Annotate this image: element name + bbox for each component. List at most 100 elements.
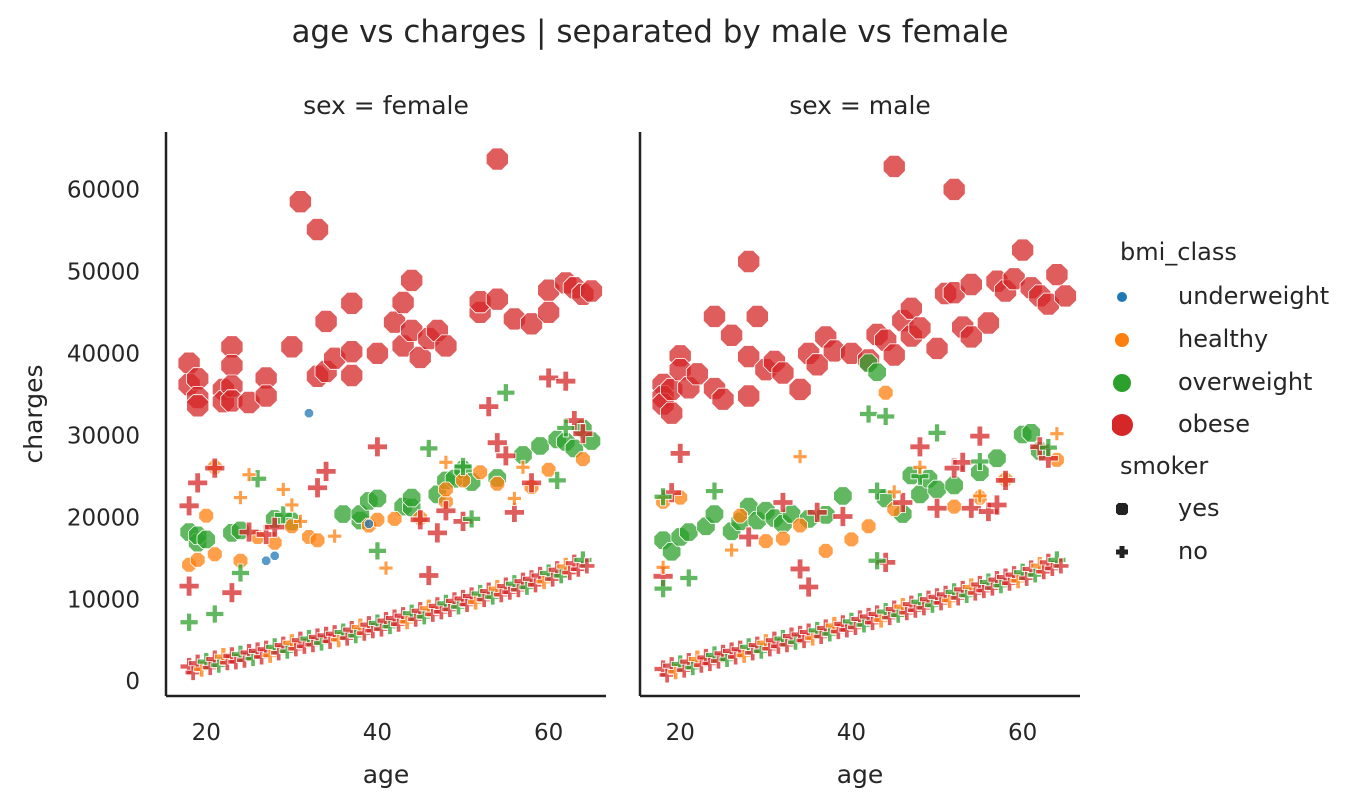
- legend-label-underweight: underweight: [1178, 282, 1330, 310]
- y-tick-label: 0: [125, 669, 140, 695]
- point-obese-nonsmoker: [995, 470, 1016, 491]
- point-healthy-nonsmoker: [912, 459, 928, 475]
- point-overweight-smoker: [944, 475, 964, 496]
- markers: [651, 154, 1077, 684]
- legend: bmi_class underweight healthy overweight…: [1112, 232, 1352, 582]
- point-obese-smoker: [822, 339, 846, 363]
- point-obese-nonsmoker: [221, 582, 243, 604]
- point-obese-smoker: [1011, 238, 1035, 262]
- point-obese-nonsmoker: [367, 436, 388, 458]
- point-obese-smoker: [485, 287, 509, 311]
- point-healthy-nonsmoker: [507, 491, 522, 506]
- point-overweight-smoker: [1021, 423, 1041, 443]
- point-healthy-smoker: [732, 507, 748, 524]
- point-overweight-nonsmoker: [368, 541, 387, 561]
- panel-title: sex = male: [789, 91, 931, 120]
- point-healthy-nonsmoker: [1049, 426, 1065, 442]
- point-obese-nonsmoker: [264, 516, 286, 538]
- point-obese-smoker: [485, 147, 509, 171]
- point-overweight-nonsmoker: [1038, 438, 1058, 458]
- point-obese-smoker: [1045, 263, 1069, 287]
- point-obese-smoker: [391, 290, 415, 315]
- point-obese-smoker: [737, 249, 761, 274]
- legend-item-obese: obese: [1112, 408, 1352, 444]
- point-obese-smoker: [976, 311, 1000, 335]
- point-overweight-nonsmoker: [970, 452, 990, 471]
- point-healthy-nonsmoker: [233, 490, 248, 506]
- point-overweight-nonsmoker: [910, 466, 930, 486]
- point-obese-nonsmoker: [409, 509, 431, 531]
- legend-item-healthy: healthy: [1112, 323, 1352, 359]
- point-overweight-nonsmoker: [876, 407, 896, 426]
- point-obese-smoker: [959, 272, 983, 297]
- point-obese-smoker: [502, 307, 526, 331]
- x-tick-label: 20: [192, 720, 221, 746]
- point-overweight-nonsmoker: [653, 487, 673, 507]
- point-healthy-smoker: [818, 543, 834, 559]
- point-obese-smoker: [882, 154, 906, 178]
- point-obese-smoker: [434, 334, 458, 358]
- x-tick-label: 40: [363, 720, 392, 746]
- y-tick-label: 30000: [67, 423, 140, 449]
- point-obese-smoker: [340, 340, 364, 364]
- point-overweight-nonsmoker: [867, 551, 887, 571]
- point-obese-smoker: [280, 335, 304, 359]
- x-tick-label: 20: [666, 720, 695, 746]
- point-obese-nonsmoker: [806, 501, 828, 523]
- point-healthy-nonsmoker: [792, 449, 808, 465]
- point-overweight-nonsmoker: [419, 439, 439, 458]
- point-obese-nonsmoker: [892, 492, 914, 513]
- point-obese-smoker: [314, 309, 338, 333]
- legend-item-smoker-yes: yes: [1112, 492, 1352, 528]
- point-obese-nonsmoker: [495, 445, 517, 467]
- point-overweight-nonsmoker: [705, 481, 724, 501]
- point-obese-nonsmoker: [969, 425, 991, 447]
- y-tick-label: 20000: [67, 505, 140, 531]
- point-obese-nonsmoker: [798, 576, 820, 598]
- point-obese-nonsmoker: [669, 442, 691, 464]
- point-obese-smoker: [908, 316, 932, 340]
- point-healthy-smoker: [198, 507, 215, 524]
- point-obese-nonsmoker: [832, 506, 854, 527]
- panel-male: sex = male 20 40 60 age: [638, 91, 1080, 789]
- point-obese-nonsmoker: [435, 500, 457, 522]
- point-overweight-nonsmoker: [179, 612, 199, 632]
- point-healthy-smoker: [189, 552, 206, 568]
- point-overweight-nonsmoker: [231, 563, 250, 583]
- point-obese-smoker: [220, 389, 244, 413]
- point-obese-nonsmoker: [315, 460, 337, 482]
- point-healthy-smoker: [860, 518, 877, 535]
- point-obese-smoker: [1054, 284, 1077, 308]
- legend-title-bmi-class: bmi_class: [1120, 238, 1237, 266]
- point-obese-nonsmoker: [504, 501, 525, 523]
- point-obese-smoker: [745, 304, 769, 328]
- point-healthy-nonsmoker: [275, 482, 291, 497]
- point-obese-smoker: [660, 401, 684, 425]
- point-healthy-nonsmoker: [972, 488, 988, 504]
- legend-title-smoker: smoker: [1120, 452, 1209, 480]
- panel-female: sex = female 20 40 60 age 0 10000 20000 30000 400…: [19, 91, 606, 789]
- point-underweight-smoker: [269, 550, 280, 561]
- point-obese-smoker: [186, 394, 210, 418]
- x-tick-label: 60: [1008, 720, 1037, 746]
- legend-marker-octagon: [1116, 503, 1128, 515]
- legend-item-underweight: underweight: [1112, 280, 1352, 316]
- point-overweight-smoker: [704, 504, 725, 524]
- point-overweight-nonsmoker: [547, 471, 567, 490]
- legend-label-healthy: healthy: [1178, 325, 1269, 353]
- point-healthy-smoker: [946, 498, 962, 515]
- point-overweight-nonsmoker: [927, 423, 947, 443]
- point-obese-nonsmoker: [238, 521, 260, 543]
- point-obese-nonsmoker: [178, 495, 200, 517]
- point-obese-nonsmoker: [926, 497, 948, 519]
- point-healthy-nonsmoker: [292, 513, 308, 529]
- point-overweight-nonsmoker: [556, 418, 576, 438]
- legend-marker-obese: [1112, 414, 1133, 436]
- point-obese-smoker: [537, 300, 561, 324]
- point-healthy-nonsmoker: [438, 454, 454, 470]
- panel-title: sex = female: [303, 91, 469, 120]
- point-overweight-smoker: [530, 436, 550, 456]
- point-overweight-smoker: [927, 479, 947, 500]
- point-healthy-nonsmoker: [327, 528, 343, 544]
- point-healthy-smoker: [489, 475, 506, 492]
